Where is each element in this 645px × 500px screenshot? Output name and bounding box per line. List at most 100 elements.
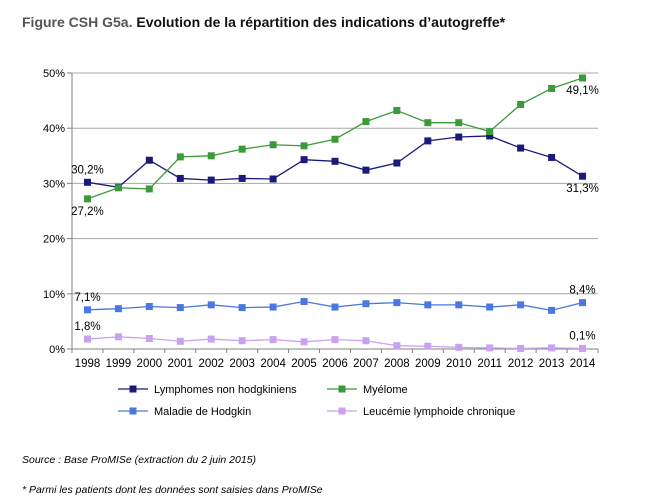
data-point [114, 305, 122, 313]
data-point [145, 335, 153, 343]
data-label: 27,2% [71, 206, 104, 218]
data-point [176, 153, 184, 161]
x-tick-label: 2002 [198, 358, 224, 370]
data-point [362, 300, 370, 308]
legend-label: Leucémie lymphoide chronique [363, 406, 515, 418]
x-tick-label: 2008 [384, 358, 410, 370]
data-point [331, 157, 339, 165]
data-point [83, 195, 91, 203]
data-label: 49,1% [566, 85, 599, 97]
data-label: 31,3% [566, 183, 599, 195]
x-tick-label: 2013 [539, 358, 565, 370]
data-point [300, 142, 308, 150]
data-point [517, 100, 525, 108]
legend-marker [338, 407, 346, 415]
data-point [145, 185, 153, 193]
legend-marker [338, 385, 346, 393]
data-point [579, 74, 587, 82]
legend-label: Lymphomes non hodgkiniens [154, 384, 297, 396]
data-point [176, 304, 184, 312]
data-point [579, 172, 587, 180]
data-label: 7,1% [74, 292, 100, 304]
data-point [269, 336, 277, 344]
data-point [83, 178, 91, 186]
data-point [269, 303, 277, 311]
data-point [238, 337, 246, 345]
axis-layer: 0% 10% 20% 30% 40% 50% 1998 1999 2000 2001 2002 200… [43, 68, 599, 370]
data-point [238, 174, 246, 182]
figure-title: Figure CSH G5a. Evolution de la répartit… [22, 14, 505, 30]
figure-label: Figure CSH G5a. [22, 14, 133, 30]
data-point [579, 299, 587, 307]
data-point [300, 298, 308, 306]
data-point [300, 156, 308, 164]
data-point [83, 335, 91, 343]
data-point [238, 145, 246, 153]
data-point [455, 301, 463, 309]
data-point [455, 133, 463, 141]
data-label: 0,1% [569, 330, 595, 342]
data-point [114, 333, 122, 341]
x-tick-label: 2005 [291, 358, 317, 370]
legend: Lymphomes non hodgkiniens Myélome Maladie … [118, 384, 515, 418]
x-tick-label: 2000 [137, 358, 163, 370]
data-point [83, 306, 91, 314]
data-point [517, 301, 525, 309]
data-point [238, 304, 246, 312]
x-tick-label: 2010 [446, 358, 472, 370]
legend-marker [129, 385, 137, 393]
data-point [517, 144, 525, 152]
y-tick-label: 40% [43, 123, 65, 135]
legend-marker [129, 407, 137, 415]
data-point [331, 336, 339, 344]
data-point [517, 344, 525, 352]
data-point [393, 299, 401, 307]
data-point [393, 342, 401, 350]
data-point [269, 141, 277, 149]
data-point [424, 137, 432, 145]
x-tick-label: 2001 [167, 358, 193, 370]
y-tick-label: 30% [43, 178, 65, 190]
data-point [300, 338, 308, 346]
data-point [424, 119, 432, 127]
x-tick-label: 1999 [106, 358, 132, 370]
legend-label: Maladie de Hodgkin [154, 406, 251, 418]
data-point [424, 342, 432, 350]
data-point [486, 303, 494, 311]
data-point [145, 302, 153, 310]
data-point [331, 135, 339, 143]
data-point [393, 159, 401, 167]
data-point [207, 335, 215, 343]
data-point [579, 344, 587, 352]
data-label: 1,8% [74, 321, 100, 333]
x-tick-label: 2003 [229, 358, 255, 370]
legend-label: Myélome [363, 384, 408, 396]
data-point [269, 175, 277, 183]
data-point [145, 156, 153, 164]
data-point [548, 306, 556, 314]
data-point [548, 344, 556, 352]
x-tick-label: 2009 [415, 358, 441, 370]
data-label: 30,2% [71, 164, 104, 176]
data-point [331, 303, 339, 311]
line-chart: 0% 10% 20% 30% 40% 50% 1998 1999 2000 2001 2002 200… [43, 68, 599, 418]
data-point [455, 119, 463, 127]
data-point [486, 344, 494, 352]
data-point [176, 337, 184, 345]
figure-heading: Evolution de la répartition des indicati… [136, 14, 506, 30]
grid-layer [72, 72, 598, 295]
x-tick-label: 1998 [75, 358, 101, 370]
data-point [548, 153, 556, 161]
x-tick-label: 2004 [260, 358, 286, 370]
data-point [207, 301, 215, 309]
x-tick-label: 2011 [477, 358, 502, 370]
data-point [548, 84, 556, 92]
y-tick-label: 10% [43, 289, 65, 301]
legend-item: Myélome [327, 384, 408, 396]
x-tick-label: 2012 [508, 358, 534, 370]
data-point [455, 343, 463, 351]
data-point [486, 128, 494, 136]
data-point [114, 184, 122, 192]
data-point [207, 176, 215, 184]
data-point [362, 118, 370, 126]
